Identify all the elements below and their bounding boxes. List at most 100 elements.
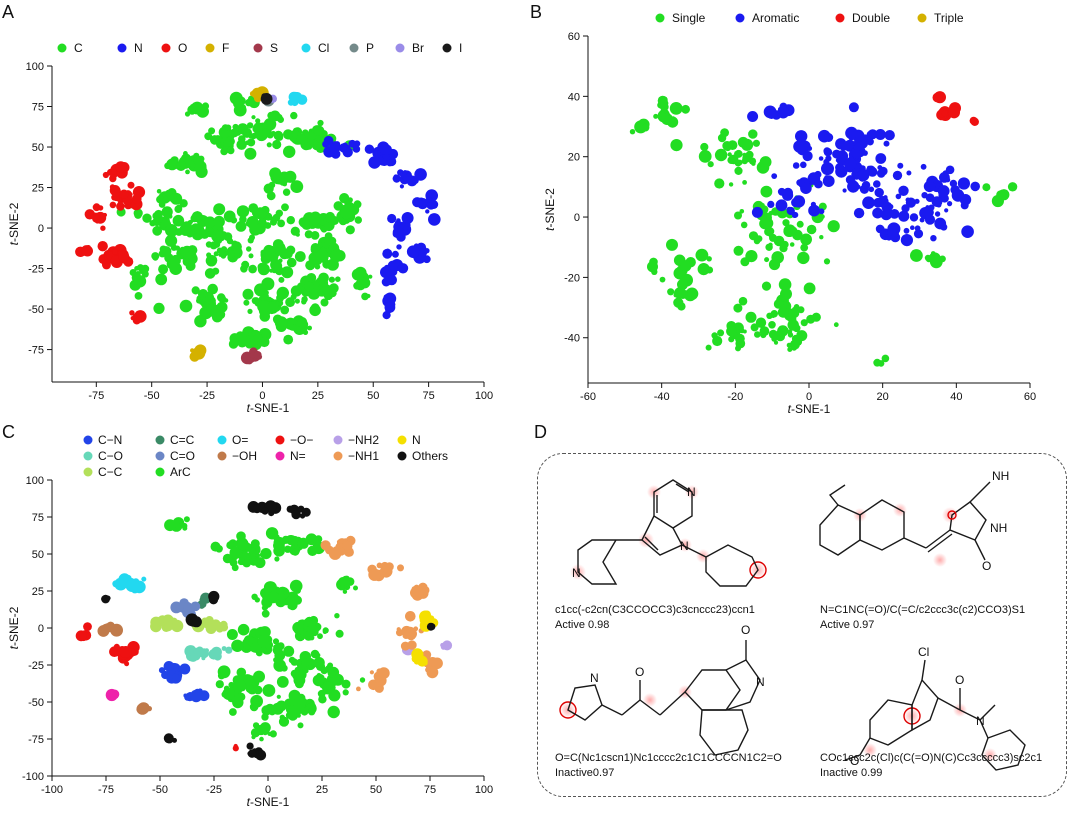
point <box>266 296 272 302</box>
point <box>342 589 348 594</box>
point <box>320 540 331 551</box>
point <box>397 263 409 274</box>
point <box>235 331 245 341</box>
y-tick-label: 50 <box>32 142 44 154</box>
chart-a: -75 -50 -25 0 25 50 75 100 -75 -50 -25 0 25 50 75 100 t-… <box>7 41 493 415</box>
point <box>291 509 301 520</box>
point <box>760 185 773 198</box>
point <box>273 644 278 650</box>
point <box>179 663 191 675</box>
molecule-3-label: Inactive0.97 <box>555 767 615 779</box>
point <box>201 230 206 235</box>
legend-marker <box>83 467 93 477</box>
point <box>887 222 901 236</box>
point <box>844 157 857 170</box>
point <box>270 218 277 226</box>
point <box>818 156 824 161</box>
point <box>647 261 658 273</box>
point <box>323 135 334 146</box>
point <box>232 123 239 131</box>
point <box>277 592 286 601</box>
point <box>283 129 294 140</box>
series-O= <box>112 573 147 594</box>
point <box>105 595 111 601</box>
point <box>833 322 839 328</box>
panel-label-c: C <box>2 422 15 442</box>
point <box>257 300 270 313</box>
molecule-4-smiles: COc1ccc2c(Cl)c(C(=O)N(C)Cc3ccccc3)sc2c1 <box>820 752 1043 764</box>
point <box>373 671 384 682</box>
point <box>273 541 283 551</box>
point <box>195 651 202 658</box>
point <box>737 136 749 148</box>
point <box>914 225 921 232</box>
legend-marker <box>57 43 67 53</box>
point <box>359 677 366 683</box>
point <box>277 219 285 228</box>
point <box>237 552 243 558</box>
point <box>789 339 800 350</box>
point <box>129 310 135 316</box>
y-tick-label: -100 <box>22 771 44 783</box>
point <box>249 339 258 348</box>
point <box>334 613 340 619</box>
point <box>245 357 253 365</box>
point <box>752 139 760 147</box>
legend-label: P <box>366 41 374 55</box>
point <box>274 261 283 270</box>
point <box>425 209 430 214</box>
y-tick-label: 25 <box>32 183 44 195</box>
point <box>335 629 344 638</box>
point <box>298 254 303 260</box>
point <box>284 170 297 183</box>
point <box>248 264 257 274</box>
point <box>190 601 201 612</box>
point <box>237 623 250 636</box>
molecule-1-label: Active 0.98 <box>555 619 610 631</box>
point <box>394 220 401 226</box>
point <box>787 314 797 324</box>
point <box>102 171 109 179</box>
x-axis-title: t-SNE-1 <box>247 795 290 809</box>
point <box>249 547 256 554</box>
point <box>930 235 937 242</box>
point <box>346 202 354 209</box>
point <box>259 626 271 638</box>
x-tick-label: 0 <box>806 391 812 403</box>
point <box>167 255 173 261</box>
x-tick-label: 20 <box>877 391 889 403</box>
point <box>653 113 659 119</box>
point <box>944 208 949 213</box>
point <box>246 742 254 750</box>
point <box>789 242 795 247</box>
point <box>402 170 408 176</box>
point <box>141 264 150 273</box>
atom-n-1: N <box>687 485 696 499</box>
legend-label: O= <box>232 433 248 447</box>
legend-label: C−O <box>98 449 123 463</box>
point <box>255 553 261 558</box>
point <box>442 640 453 651</box>
point <box>970 117 979 127</box>
point <box>263 244 275 256</box>
point <box>261 705 272 716</box>
point <box>982 183 991 192</box>
axes-C <box>47 479 485 781</box>
legend-A: C N O F S Cl P Br I <box>57 41 462 55</box>
point <box>246 246 252 252</box>
point <box>294 298 300 304</box>
point <box>800 182 812 194</box>
atom-n-5: N <box>756 675 765 689</box>
series-I <box>260 93 273 105</box>
point <box>241 260 250 269</box>
point <box>835 138 847 150</box>
point <box>142 213 152 223</box>
point <box>239 215 247 224</box>
point <box>152 225 163 236</box>
legend-label: Aromatic <box>752 11 799 25</box>
point <box>380 266 392 279</box>
point <box>862 181 871 190</box>
point <box>714 148 728 162</box>
atom-o-1: O <box>982 559 991 573</box>
point <box>311 134 317 139</box>
